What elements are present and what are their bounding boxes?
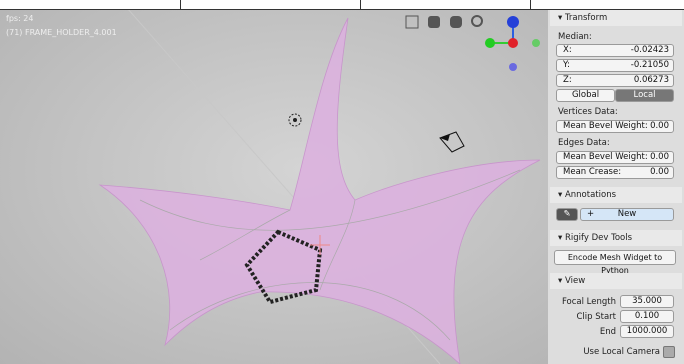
gizmo-neg-y[interactable] <box>532 39 540 47</box>
field[interactable]: 0.100 <box>620 310 674 323</box>
field[interactable]: 35.000 <box>620 295 674 308</box>
camera-icon <box>440 134 450 141</box>
top-strip <box>0 0 684 10</box>
value: -0.02423 <box>630 45 669 55</box>
grid-icon[interactable] <box>405 15 419 29</box>
panel-header[interactable]: ▾ Annotations <box>550 187 682 203</box>
label: Z: <box>563 75 572 85</box>
value: 0.00 <box>650 152 669 162</box>
zoom-icon[interactable] <box>471 15 483 27</box>
mesh <box>98 17 541 364</box>
field[interactable]: Mean Crease: 0.00 <box>556 166 674 179</box>
field[interactable]: 1000.000 <box>620 325 674 338</box>
value: 0.06273 <box>633 75 669 85</box>
panel-header[interactable]: ▾ Rigify Dev Tools <box>550 230 682 246</box>
label: Clip Start <box>576 312 616 322</box>
scene <box>98 10 541 364</box>
label: Focal Length <box>561 297 616 307</box>
divider <box>530 0 531 10</box>
gizmo-x[interactable] <box>508 38 518 48</box>
value: -0.21050 <box>630 60 669 70</box>
global-button[interactable]: Global <box>556 89 615 102</box>
field[interactable]: Mean Bevel Weight: 0.00 <box>556 120 674 133</box>
header-text: Transform <box>564 13 608 23</box>
camera-icon <box>439 131 465 153</box>
label: Edges Data: <box>558 138 610 148</box>
pan-icon[interactable] <box>450 16 462 28</box>
gizmo-y[interactable] <box>485 38 495 48</box>
label: Mean Bevel Weight: <box>563 121 648 131</box>
label: Y: <box>563 60 570 70</box>
label: X: <box>563 45 572 55</box>
divider <box>360 0 361 10</box>
panel-header[interactable]: ▾ View <box>550 273 682 289</box>
local-button[interactable]: Local <box>615 89 674 102</box>
pencil-button[interactable]: ✎ <box>556 208 578 221</box>
checkbox[interactable] <box>663 346 675 358</box>
gizmo-z[interactable] <box>507 16 519 28</box>
fps: fps: 24 <box>6 14 34 23</box>
object-name: (71) FRAME_HOLDER_4.001 <box>6 28 117 37</box>
header-text: View <box>564 276 586 286</box>
sidebar: ▾ Transform Median: X: -0.02423 Y: -0.2105… <box>548 10 684 364</box>
header-text: Rigify Dev Tools <box>564 233 633 243</box>
encode-button[interactable]: Encode Mesh Widget to Python <box>554 250 676 275</box>
header-text: Annotations <box>564 190 617 200</box>
plus-icon: + <box>587 209 595 219</box>
mesh-wire <box>139 169 521 341</box>
label: Median: <box>558 32 592 42</box>
label: Mean Crease: <box>563 167 622 177</box>
light-icon <box>293 118 297 122</box>
gizmo-neg-z[interactable] <box>509 63 517 71</box>
light-icon <box>288 113 302 127</box>
viewport[interactable]: fps: 24 (71) FRAME_HOLDER_4.001 <box>0 10 548 364</box>
camera-view-icon[interactable] <box>428 16 440 28</box>
field[interactable]: Mean Bevel Weight: 0.00 <box>556 151 674 164</box>
new-button[interactable]: + New <box>580 208 674 221</box>
label: Vertices Data: <box>558 107 618 117</box>
button-text: New <box>617 209 637 219</box>
label: Mean Bevel Weight: <box>563 152 648 162</box>
panel-header[interactable]: ▾ Transform <box>550 10 682 26</box>
label: Use Local Camera <box>583 347 660 357</box>
field[interactable]: Y: -0.21050 <box>556 59 674 72</box>
label: End <box>599 327 616 337</box>
field[interactable]: Z: 0.06273 <box>556 74 674 87</box>
value: 0.00 <box>650 121 669 131</box>
value: 0.00 <box>650 167 669 177</box>
field[interactable]: X: -0.02423 <box>556 44 674 57</box>
divider <box>180 0 181 10</box>
